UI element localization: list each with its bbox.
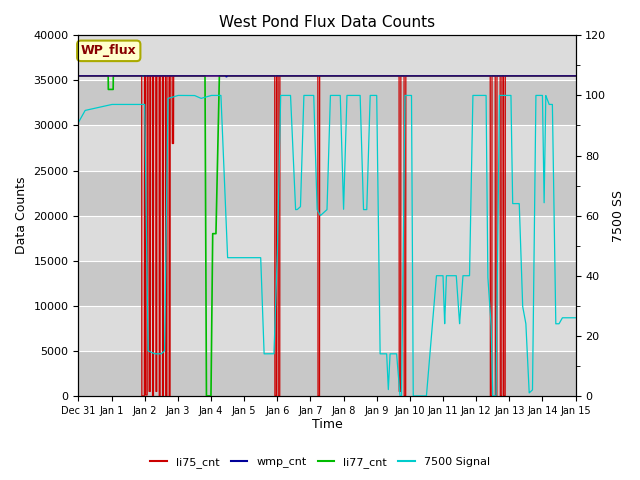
- Legend: li75_cnt, wmp_cnt, li77_cnt, 7500 Signal: li75_cnt, wmp_cnt, li77_cnt, 7500 Signal: [146, 452, 494, 472]
- Bar: [79, 81, 575, 125]
- Text: WP_flux: WP_flux: [81, 44, 136, 57]
- Bar: [79, 351, 575, 396]
- Title: West Pond Flux Data Counts: West Pond Flux Data Counts: [219, 15, 435, 30]
- X-axis label: Time: Time: [312, 419, 342, 432]
- Y-axis label: 7500 SS: 7500 SS: [612, 190, 625, 241]
- Bar: [79, 170, 575, 216]
- Y-axis label: Data Counts: Data Counts: [15, 177, 28, 254]
- Bar: [79, 261, 575, 306]
